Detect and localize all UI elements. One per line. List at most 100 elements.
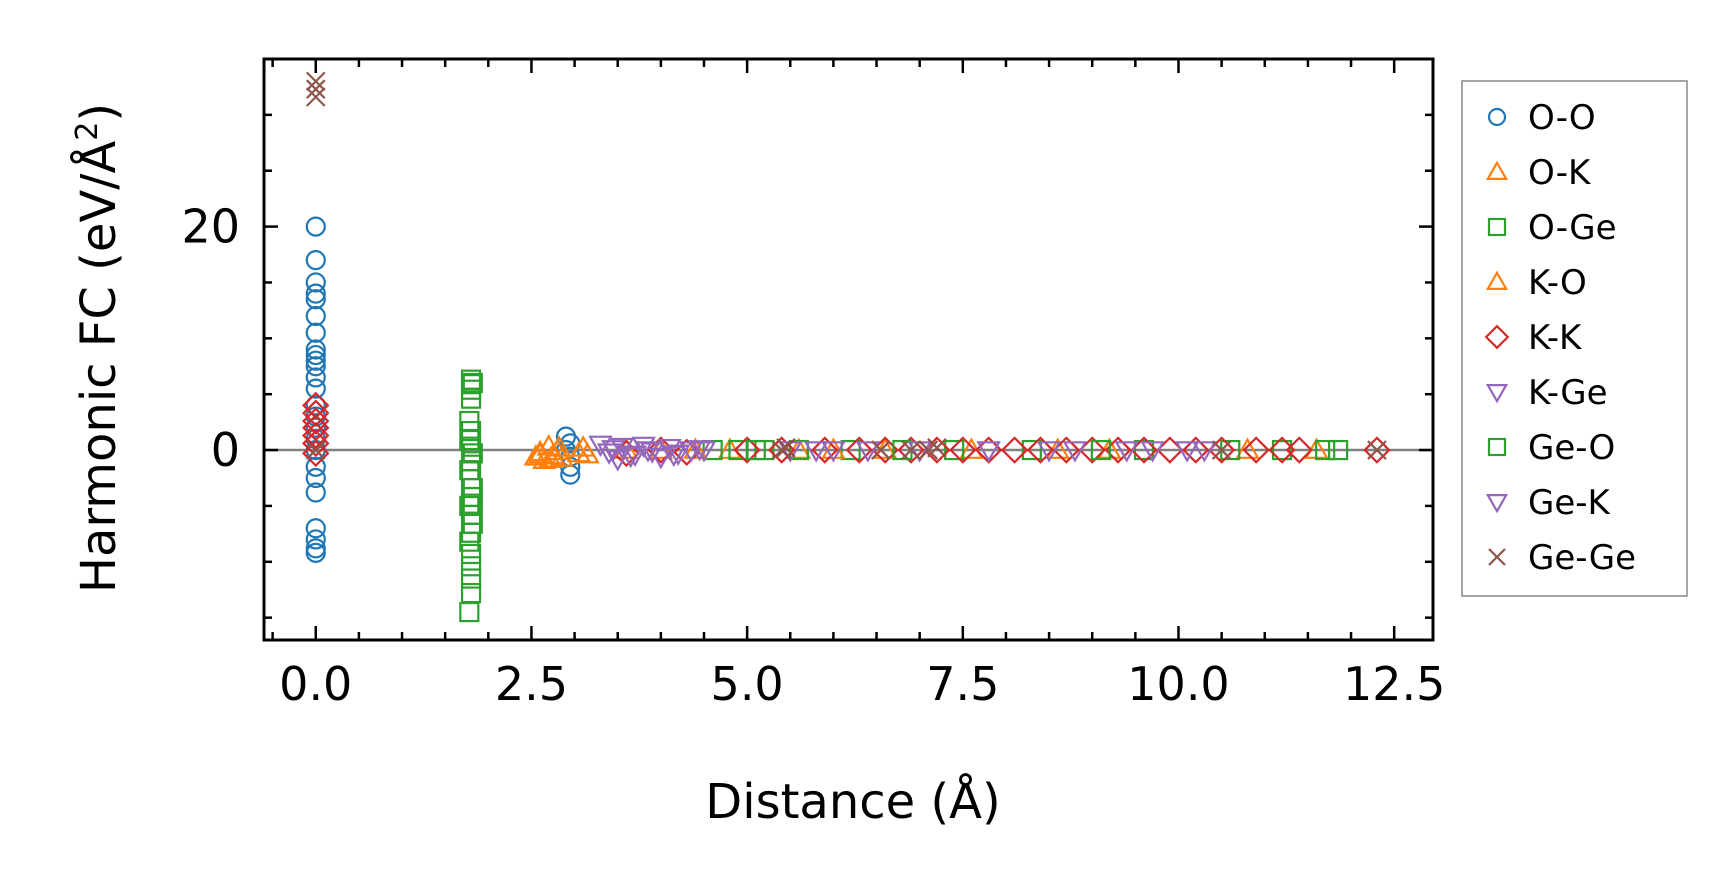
point-ge-k-7 [1036,441,1062,463]
point-k-k-0 [302,391,330,420]
point-k-k-1 [302,399,330,427]
series-ge-o [460,372,1111,589]
point-k-k-30 [1285,436,1313,464]
legend-label-o-k: O-K [1528,153,1592,193]
point-ge-ge-2 [305,87,326,107]
point-o-o-4 [305,289,326,310]
point-k-ge-9 [665,444,691,466]
point-o-ge-31 [1271,439,1293,461]
point-k-o-4 [683,437,708,459]
y-tick-label: 20 [181,200,240,254]
point-k-k-12 [811,436,839,464]
point-k-ge-4 [622,445,648,468]
point-o-ge-32 [1315,439,1336,461]
point-o-o-2 [305,272,326,293]
point-k-ge-13 [821,441,846,463]
legend-marker-ge-o [1487,437,1507,457]
point-o-k-16 [1235,437,1260,459]
y-axis-title: Harmonic FC (eV/Å2) [70,103,127,593]
y-axis-title-main: Harmonic FC (eV/Å [70,141,127,594]
point-k-ge-15 [976,441,1001,463]
legend-label-k-o: K-O [1528,263,1587,303]
point-o-ge-28 [1021,439,1042,461]
point-k-ge-1 [596,443,622,465]
point-ge-ge-10 [1211,440,1232,460]
point-ge-ge-11-stroke-b [1367,440,1387,460]
legend-marker-ge-ge [1488,548,1506,566]
point-ge-o-1 [460,388,482,409]
point-o-o-6 [305,322,326,343]
point-k-o-2 [546,435,572,457]
point-k-k-31 [1363,436,1391,464]
legend-marker-ge-ge-stroke-b [1488,548,1506,566]
point-o-o-24 [305,542,326,563]
point-o-ge-26 [840,439,861,461]
point-o-o-1 [305,250,326,271]
point-ge-k-9 [1174,441,1200,463]
point-o-ge-6 [460,436,482,457]
point-k-k-20 [1026,436,1055,464]
point-k-k-2 [302,407,330,435]
point-o-ge-22 [702,439,723,461]
legend-marker-o-ge [1487,217,1507,237]
point-ge-k-1 [618,446,643,469]
point-k-ge-16 [1062,441,1088,463]
x-tick-label: 7.5 [926,657,999,711]
point-ge-ge-7 [901,440,921,460]
legend-label-k-ge: K-Ge [1528,373,1608,413]
point-k-k-28 [1242,436,1270,464]
point-o-ge-27 [944,439,965,461]
point-ge-k-2 [635,441,661,463]
point-o-ge-17 [459,531,480,552]
point-ge-ge-6 [871,440,891,460]
legend-marker-ge-k [1485,494,1509,514]
legend-label-ge-ge: Ge-Ge [1528,538,1636,578]
point-ge-ge-9 [927,438,947,458]
series-k-o [527,435,1122,468]
point-ge-k-0 [601,440,626,462]
point-o-o-18 [305,456,326,477]
point-o-o-22 [305,529,326,550]
legend: O-O O-K O-Ge K-O K-K K-Ge Ge-O Ge-K Ge-Ge [1461,80,1688,597]
x-tick-label: 0.0 [279,657,352,711]
y-axis-title-close: ) [71,103,127,122]
point-ge-ge-6-stroke-b [871,440,891,460]
legend-label-k-k: K-K [1528,318,1583,358]
legend-label-o-o: O-O [1528,98,1596,138]
point-ge-o-2 [462,493,483,514]
point-ge-ge-1-stroke-b [305,79,326,99]
point-o-ge-21 [459,601,480,623]
point-o-ge-29 [1133,439,1155,461]
point-ge-o-3 [460,568,482,589]
point-o-ge-5 [459,429,480,451]
point-k-o-1 [538,446,563,468]
point-ge-ge-2-stroke-b [305,87,326,107]
point-k-ge-17 [1140,441,1165,463]
point-k-k-17 [949,436,977,464]
x-tick-label: 12.5 [1343,657,1445,711]
point-k-k-19 [1000,436,1029,464]
point-o-ge-33 [1327,439,1349,461]
legend-marker-k-k [1484,324,1510,350]
point-o-o-20 [305,482,326,503]
point-ge-o-0 [462,372,483,394]
point-k-k-6 [302,439,330,468]
point-ge-o-4 [745,439,766,461]
legend-label-ge-o: Ge-O [1528,428,1615,468]
x-tick-label: 10.0 [1127,657,1229,711]
data-markers [302,71,1391,623]
point-o-o-19 [305,467,326,489]
point-ge-ge-3-stroke-b [305,440,326,460]
point-o-o-8 [305,344,326,366]
point-k-ge-11 [691,441,717,463]
point-ge-ge-4 [771,440,792,460]
point-k-o-0 [527,441,553,464]
point-k-k-9 [673,438,701,466]
axes: 0.0 2.5 5.0 7.5 10.0 12.5 0 20 [181,57,1445,711]
legend-marker-k-o [1485,270,1509,290]
point-o-o-9 [305,350,326,371]
point-ge-ge-5 [776,438,796,458]
point-k-k-11 [767,436,796,464]
plot-area [264,71,1433,623]
